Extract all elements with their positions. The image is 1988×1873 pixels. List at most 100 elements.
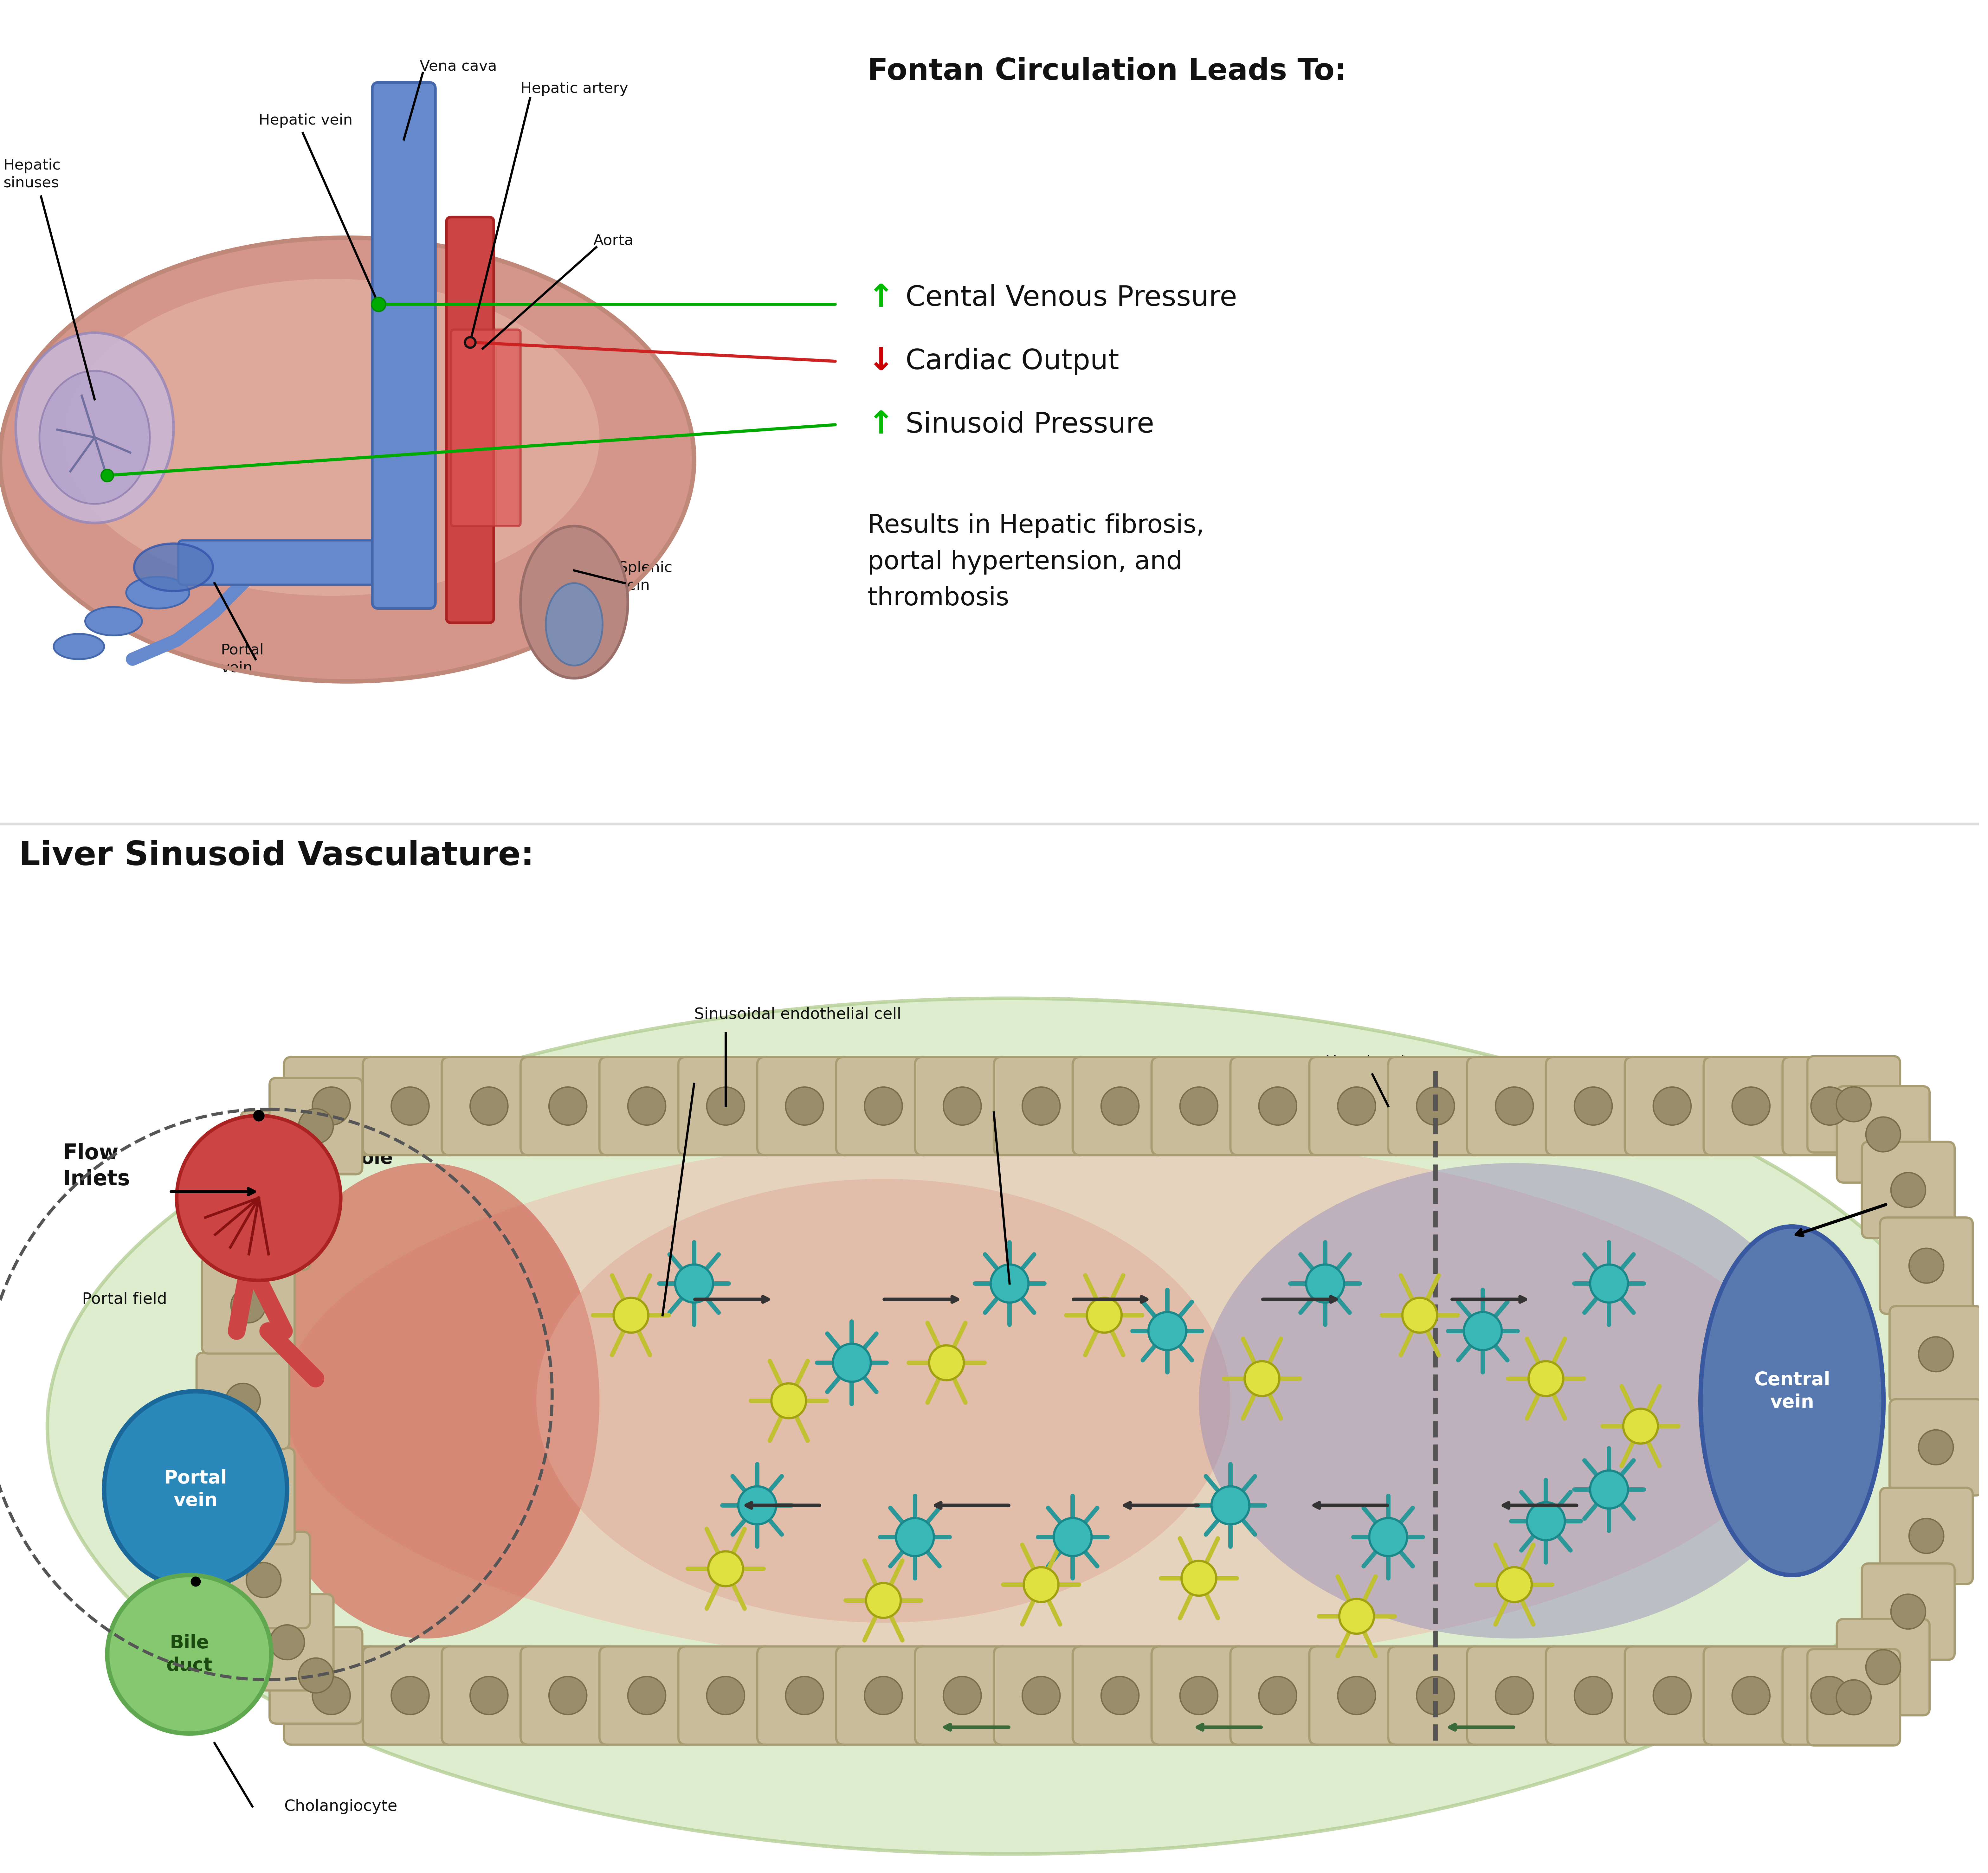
FancyBboxPatch shape [1837,1086,1930,1182]
Text: Kupffer cell: Kupffer cell [978,1096,1068,1111]
Circle shape [1574,1676,1612,1714]
Circle shape [1837,1680,1871,1714]
Circle shape [1258,1676,1296,1714]
Circle shape [1463,1313,1501,1350]
Circle shape [312,1086,350,1126]
Text: Portal field: Portal field [82,1292,167,1307]
Circle shape [270,1626,304,1659]
FancyBboxPatch shape [197,1352,290,1450]
Circle shape [1181,1560,1217,1596]
Circle shape [1891,1594,1926,1630]
Circle shape [298,1658,334,1693]
FancyBboxPatch shape [1881,1217,1972,1313]
Circle shape [865,1676,903,1714]
Circle shape [1867,1116,1901,1152]
FancyBboxPatch shape [364,1056,457,1156]
Circle shape [867,1583,901,1618]
FancyBboxPatch shape [451,330,521,526]
Circle shape [1149,1313,1187,1350]
Circle shape [1024,1568,1058,1601]
Circle shape [1022,1086,1060,1126]
Text: Sinusoidal endothelial cell: Sinusoidal endothelial cell [694,1006,901,1023]
Text: Central
vein: Central vein [1893,1311,1968,1350]
Circle shape [944,1676,982,1714]
FancyBboxPatch shape [1467,1056,1563,1156]
Ellipse shape [521,526,628,678]
FancyBboxPatch shape [372,82,435,609]
Ellipse shape [0,238,694,682]
FancyBboxPatch shape [447,217,493,622]
Circle shape [270,1143,304,1176]
Ellipse shape [547,583,602,665]
FancyBboxPatch shape [837,1646,930,1744]
FancyBboxPatch shape [1310,1056,1404,1156]
FancyBboxPatch shape [217,1532,310,1628]
FancyBboxPatch shape [441,1646,537,1744]
Circle shape [1402,1298,1437,1334]
Circle shape [628,1086,666,1126]
FancyBboxPatch shape [203,1448,294,1545]
FancyBboxPatch shape [1074,1646,1167,1744]
FancyBboxPatch shape [1624,1056,1720,1156]
Text: ↑: ↑ [867,283,895,313]
FancyBboxPatch shape [914,1646,1010,1744]
FancyBboxPatch shape [1889,1305,1982,1403]
Circle shape [897,1517,934,1556]
FancyBboxPatch shape [1388,1056,1483,1156]
FancyBboxPatch shape [1231,1056,1326,1156]
Ellipse shape [133,543,213,592]
FancyBboxPatch shape [678,1646,773,1744]
Circle shape [928,1345,964,1380]
FancyBboxPatch shape [914,1056,1010,1156]
Circle shape [706,1676,746,1714]
Ellipse shape [125,577,189,609]
Circle shape [1867,1650,1901,1684]
Circle shape [614,1298,648,1334]
Circle shape [1654,1086,1692,1126]
Circle shape [1811,1676,1849,1714]
FancyBboxPatch shape [521,1056,614,1156]
Text: Cental Venous Pressure: Cental Venous Pressure [905,285,1237,311]
Circle shape [628,1676,666,1714]
Circle shape [1527,1502,1565,1540]
Ellipse shape [284,1131,1799,1671]
FancyBboxPatch shape [241,1594,334,1691]
Ellipse shape [16,333,173,523]
FancyBboxPatch shape [994,1646,1089,1744]
Circle shape [392,1676,429,1714]
Circle shape [1918,1337,1954,1371]
Circle shape [676,1264,714,1302]
Ellipse shape [64,279,600,596]
Circle shape [1054,1517,1091,1556]
Circle shape [1624,1408,1658,1444]
Circle shape [1918,1429,1954,1465]
Text: Hepatic
arteriole: Hepatic arteriole [302,1128,394,1167]
Text: Cardiac Output: Cardiac Output [905,348,1119,375]
Text: Vena cava: Vena cava [419,60,497,73]
Circle shape [1022,1676,1060,1714]
Circle shape [1340,1600,1374,1633]
Circle shape [392,1086,429,1126]
Ellipse shape [107,1575,270,1734]
Circle shape [833,1343,871,1382]
Text: Liver Sinusoid Vasculature:: Liver Sinusoid Vasculature: [20,839,535,873]
FancyBboxPatch shape [600,1056,694,1156]
Circle shape [865,1086,903,1126]
Circle shape [1495,1086,1533,1126]
Ellipse shape [85,607,141,635]
FancyBboxPatch shape [521,1646,614,1744]
Circle shape [177,1116,340,1281]
Circle shape [549,1676,586,1714]
Text: Hepatic
sinuses: Hepatic sinuses [4,159,60,191]
Text: Hepatocyte: Hepatocyte [1326,1054,1417,1069]
Ellipse shape [103,1392,286,1588]
FancyBboxPatch shape [1074,1056,1167,1156]
Text: ↓: ↓ [867,347,895,376]
Circle shape [1258,1086,1296,1126]
FancyBboxPatch shape [1863,1564,1954,1659]
Circle shape [1529,1362,1563,1395]
Circle shape [247,1562,280,1598]
Circle shape [312,1676,350,1714]
FancyBboxPatch shape [1807,1648,1901,1746]
FancyBboxPatch shape [757,1056,851,1156]
